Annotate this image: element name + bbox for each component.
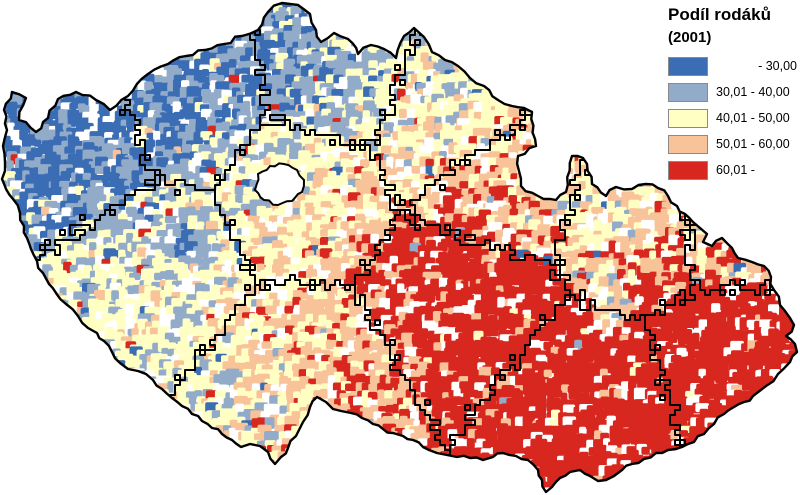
legend-row: 30,01 - 40,00: [668, 82, 798, 102]
legend-row: 40,01 - 50,00: [668, 108, 798, 128]
legend-row: - 30,00: [668, 56, 798, 76]
legend-color-swatch: [668, 160, 708, 180]
legend-class-label: - 30,00: [758, 59, 797, 73]
legend-class-label: 60,01 -: [716, 163, 755, 177]
legend-color-swatch: [668, 82, 708, 102]
legend-color-swatch: [668, 56, 708, 76]
legend-row: 50,01 - 60,00: [668, 134, 798, 154]
legend-class-label: 30,01 - 40,00: [716, 85, 790, 99]
legend: Podíl rodáků (2001) - 30,00 30,01 - 40,00…: [668, 4, 798, 186]
legend-rows: - 30,00 30,01 - 40,00 40,01 - 50,00 50,01 -…: [668, 56, 798, 186]
legend-color-swatch: [668, 134, 708, 154]
legend-color-swatch: [668, 108, 708, 128]
legend-row: 60,01 -: [668, 160, 798, 180]
legend-class-label: 50,01 - 60,00: [716, 137, 790, 151]
legend-subtitle: (2001): [668, 29, 712, 46]
prague-hole: [253, 162, 306, 207]
legend-title: Podíl rodáků: [668, 5, 771, 24]
legend-class-label: 40,01 - 50,00: [716, 111, 790, 125]
